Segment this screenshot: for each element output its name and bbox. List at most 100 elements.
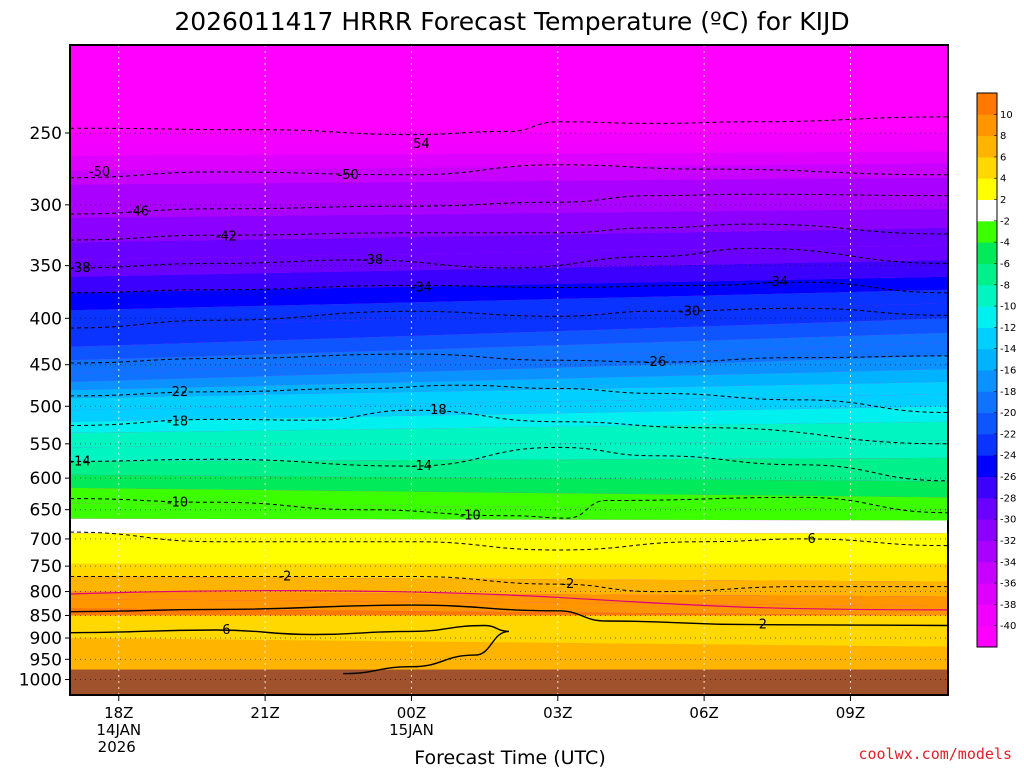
x-tick-sublabel-18Z-0: 14JAN bbox=[96, 721, 141, 739]
plot-area: 54-50 -50-46-42-38-38-34 -34-30-26-22-18-1… bbox=[69, 44, 949, 696]
y-tick-label-500: 500 bbox=[30, 397, 62, 417]
colorbar-label--38: -38 bbox=[1000, 600, 1016, 611]
contour-6 bbox=[69, 624, 510, 675]
colorbar-swatch-13 bbox=[977, 348, 997, 371]
colorbar-swatch-4 bbox=[977, 540, 997, 563]
freezing-line bbox=[69, 590, 949, 611]
band-9 bbox=[70, 244, 948, 277]
y-tick-label-550: 550 bbox=[30, 435, 62, 455]
contour-label--14-0: -14 bbox=[69, 454, 90, 469]
band-29 bbox=[70, 533, 948, 550]
band-14 bbox=[70, 318, 948, 361]
colorbar-swatch-6 bbox=[977, 497, 997, 520]
x-tick-label-00Z: 00Z bbox=[397, 704, 426, 722]
colorbar-swatch-2 bbox=[977, 583, 997, 605]
colorbar-label--28: -28 bbox=[1000, 493, 1016, 504]
x-tick-label-09Z: 09Z bbox=[836, 704, 865, 722]
contour-label--10-1: -10 bbox=[460, 509, 481, 524]
colorbar-label--22: -22 bbox=[1000, 429, 1016, 440]
colorbar-label--14: -14 bbox=[1000, 344, 1016, 355]
colorbar: -40-38-36-34-32-30-28-26-24-22-20-18-16-… bbox=[976, 92, 1016, 648]
colorbar-swatch-23 bbox=[977, 135, 997, 158]
contour-label-2-0: 2 bbox=[759, 618, 767, 633]
contour--18 bbox=[69, 409, 949, 445]
contour--34 bbox=[69, 281, 949, 294]
colorbar-swatch-24 bbox=[977, 114, 997, 137]
band-33 bbox=[70, 591, 948, 607]
band-13 bbox=[70, 303, 948, 347]
contour-label--10-0: -10 bbox=[167, 495, 188, 510]
band-0 bbox=[70, 45, 948, 133]
band-3 bbox=[70, 151, 948, 171]
colorbar-swatch-1 bbox=[977, 604, 997, 627]
contour-label--38-1: -38 bbox=[362, 253, 383, 268]
band-20 bbox=[70, 394, 948, 422]
band-21 bbox=[70, 406, 948, 433]
colorbar-swatch-19 bbox=[977, 220, 997, 243]
x-tick-label-21Z: 21Z bbox=[250, 704, 279, 722]
band-30 bbox=[70, 550, 948, 564]
band-35 bbox=[70, 608, 948, 618]
contour--26 bbox=[69, 353, 949, 364]
contour--42 bbox=[69, 223, 949, 241]
y-tick-label-750: 750 bbox=[30, 557, 62, 577]
colorbar-label--30: -30 bbox=[1000, 515, 1016, 526]
band-31 bbox=[70, 563, 948, 582]
band-5 bbox=[70, 177, 948, 205]
colorbar-swatch-12 bbox=[977, 370, 997, 392]
contour--22 bbox=[69, 384, 949, 413]
band-15 bbox=[70, 332, 948, 374]
contour-label-6-0: 6 bbox=[222, 623, 230, 638]
band-32 bbox=[70, 576, 948, 597]
colorbar-label--24: -24 bbox=[1000, 451, 1016, 462]
colorbar-swatch-25 bbox=[977, 93, 997, 115]
y-tick-label-900: 900 bbox=[30, 629, 62, 649]
colorbar-swatch-14 bbox=[977, 327, 997, 350]
contour-label--2-0: -2 bbox=[278, 569, 291, 584]
contour-2 bbox=[69, 604, 949, 627]
colorbar-swatch-8 bbox=[977, 455, 997, 477]
y-tick-label-350: 350 bbox=[30, 257, 62, 277]
contour-label--2-1: -2 bbox=[561, 577, 574, 592]
band-16 bbox=[70, 342, 948, 382]
colorbar-swatch-11 bbox=[977, 391, 997, 414]
colorbar-label--36: -36 bbox=[1000, 579, 1016, 590]
colorbar-label-10: 10 bbox=[1000, 110, 1013, 121]
band-27 bbox=[70, 503, 948, 521]
y-tick-label-450: 450 bbox=[30, 356, 62, 376]
colorbar-label--4: -4 bbox=[1000, 238, 1010, 249]
colorbar-label--6: -6 bbox=[1000, 259, 1010, 270]
colorbar-label--18: -18 bbox=[1000, 387, 1016, 398]
ground-fill bbox=[70, 669, 948, 695]
colorbar-label--10: -10 bbox=[1000, 302, 1016, 313]
colorbar-label--26: -26 bbox=[1000, 472, 1016, 483]
colorbar-label--32: -32 bbox=[1000, 536, 1016, 547]
contour-label--18-0: -18 bbox=[167, 415, 188, 430]
x-tick-label-03Z: 03Z bbox=[543, 704, 572, 722]
contour-label--50-0: -50 bbox=[89, 165, 110, 180]
chart-title: 2026011417 HRRR Forecast Temperature (ºC… bbox=[174, 7, 849, 36]
temperature-bands bbox=[70, 45, 948, 695]
isotherm-contours bbox=[69, 116, 949, 675]
contour-label--22-0: -22 bbox=[167, 385, 188, 400]
contour-label--38-0: -38 bbox=[69, 261, 90, 276]
contour-label--14-1: -14 bbox=[411, 459, 432, 474]
ground-rect bbox=[70, 669, 948, 695]
band-17 bbox=[70, 355, 948, 391]
band-34 bbox=[70, 598, 948, 616]
colorbar-label--20: -20 bbox=[1000, 408, 1016, 419]
contour--38 bbox=[69, 247, 949, 269]
colorbar-label--2: -2 bbox=[1000, 216, 1010, 227]
colorbar-label-8: 8 bbox=[1000, 131, 1006, 142]
band-24 bbox=[70, 457, 948, 482]
band-7 bbox=[70, 208, 948, 243]
isotherm-labels: 54-50 -50-46-42-38-38-34 -34-30-26-22-18-1… bbox=[69, 137, 815, 638]
colorbar-swatch-3 bbox=[977, 561, 997, 584]
colorbar-swatch-7 bbox=[977, 476, 997, 499]
x-axis-label: Forecast Time (UTC) bbox=[414, 747, 605, 768]
colorbar-label--34: -34 bbox=[1000, 557, 1016, 568]
band-18 bbox=[70, 369, 948, 399]
band-6 bbox=[70, 194, 948, 218]
